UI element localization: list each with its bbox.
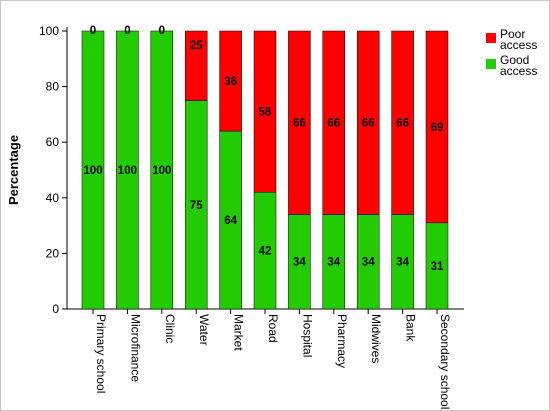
data-label-good-access-market: 64 xyxy=(224,215,237,227)
legend-label-good-access-line-1: Good xyxy=(500,53,529,67)
legend-label-good-access-line-2: access xyxy=(500,64,537,78)
data-label-poor-access-bank: 66 xyxy=(396,118,409,130)
data-label-poor-access-microfinance: 0 xyxy=(124,25,130,37)
bar-poor-access-water xyxy=(184,30,208,101)
data-label-poor-access-clinic: 0 xyxy=(159,25,165,37)
data-label-good-access-secondary-school: 31 xyxy=(431,261,444,273)
legend-swatch-poor-access xyxy=(486,33,496,43)
data-label-poor-access-midwives: 66 xyxy=(362,118,375,130)
legend-label-poor-access-line-1: Poor xyxy=(500,27,525,41)
x-tick-label-pharmacy: Pharmacy xyxy=(335,314,349,368)
legend-label-poor-access-line-2: access xyxy=(500,38,537,52)
data-label-good-access-pharmacy: 34 xyxy=(327,257,340,269)
data-label-poor-access-pharmacy: 66 xyxy=(327,118,340,130)
x-tick-label-midwives: Midwives xyxy=(369,314,383,363)
data-label-poor-access-primary-school: 0 xyxy=(90,25,96,37)
data-label-poor-access-market: 36 xyxy=(224,76,237,88)
data-label-poor-access-road: 58 xyxy=(259,107,272,119)
data-label-good-access-clinic: 100 xyxy=(152,165,171,177)
bar-poor-access-road xyxy=(253,30,277,193)
x-tick-label-hospital: Hospital xyxy=(300,314,314,357)
x-tick-label-bank: Bank xyxy=(404,314,418,342)
data-label-good-access-primary-school: 100 xyxy=(83,165,102,177)
bar-poor-access-market xyxy=(219,30,242,132)
y-tick-label-20: 20 xyxy=(46,246,60,260)
data-label-good-access-road: 42 xyxy=(259,246,272,258)
x-tick-label-water: Water xyxy=(197,314,211,346)
data-label-poor-access-secondary-school: 69 xyxy=(431,122,444,134)
legend-swatch-good-access xyxy=(486,59,496,69)
data-label-poor-access-water: 25 xyxy=(190,40,203,52)
data-label-poor-access-hospital: 66 xyxy=(293,118,306,130)
y-tick-label-100: 100 xyxy=(39,24,59,38)
bar-poor-access-bank xyxy=(391,30,414,215)
bar-poor-access-hospital xyxy=(288,30,311,215)
y-tick-label-80: 80 xyxy=(46,80,60,94)
x-tick-label-clinic: Clinic xyxy=(163,314,177,343)
bar-poor-access-pharmacy xyxy=(322,30,346,215)
x-tick-label-microfinance: Microfinance xyxy=(128,314,142,382)
data-label-good-access-microfinance: 100 xyxy=(118,165,137,177)
y-tick-label-0: 0 xyxy=(52,302,59,316)
y-tick-label-60: 60 xyxy=(46,135,60,149)
x-tick-label-market: Market xyxy=(232,314,246,351)
data-label-good-access-bank: 34 xyxy=(396,257,409,269)
y-axis-label: Percentage xyxy=(6,135,21,205)
x-tick-label-secondary-school: Secondary school xyxy=(438,314,452,409)
x-tick-label-primary-school: Primary school xyxy=(94,314,108,393)
bar-poor-access-secondary-school xyxy=(425,30,449,224)
data-label-good-access-hospital: 34 xyxy=(293,257,306,269)
bar-poor-access-midwives xyxy=(356,30,380,215)
data-label-good-access-midwives: 34 xyxy=(362,257,375,269)
y-tick-label-40: 40 xyxy=(46,191,60,205)
x-tick-label-road: Road xyxy=(266,314,280,343)
data-label-good-access-water: 75 xyxy=(190,200,203,212)
